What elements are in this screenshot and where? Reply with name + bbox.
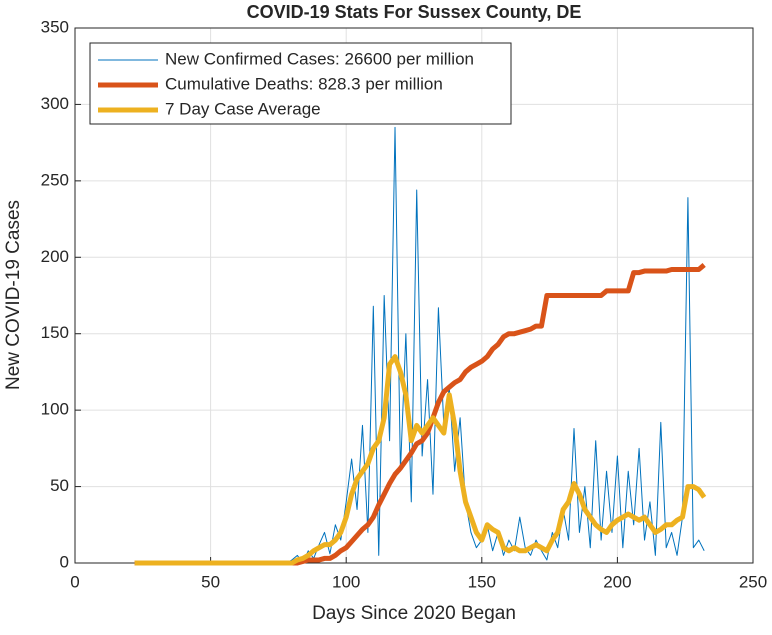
chart-title: COVID-19 Stats For Sussex County, DE (247, 2, 582, 22)
x-tick-label: 150 (468, 572, 496, 591)
y-axis-label: New COVID-19 Cases (3, 200, 24, 390)
y-tick-label: 100 (41, 400, 69, 419)
x-tick-label: 200 (603, 572, 631, 591)
y-tick-label: 250 (41, 170, 69, 189)
legend-label: New Confirmed Cases: 26600 per million (165, 49, 474, 68)
x-tick-label: 50 (201, 572, 220, 591)
legend-label: 7 Day Case Average (165, 99, 321, 118)
y-tick-label: 200 (41, 247, 69, 266)
x-tick-label: 0 (70, 572, 79, 591)
y-tick-label: 50 (50, 476, 69, 495)
y-tick-label: 0 (60, 552, 69, 571)
x-tick-label: 250 (739, 572, 767, 591)
plot-frame (74, 27, 754, 564)
y-tick-label: 350 (41, 17, 69, 36)
x-tick-label: 100 (332, 572, 360, 591)
x-axis-label: Days Since 2020 Began (312, 603, 516, 624)
legend-label: Cumulative Deaths: 828.3 per million (165, 74, 443, 93)
y-tick-label: 150 (41, 323, 69, 342)
y-tick-label: 300 (41, 94, 69, 113)
series-line (134, 354, 707, 566)
legend-box (89, 42, 512, 125)
